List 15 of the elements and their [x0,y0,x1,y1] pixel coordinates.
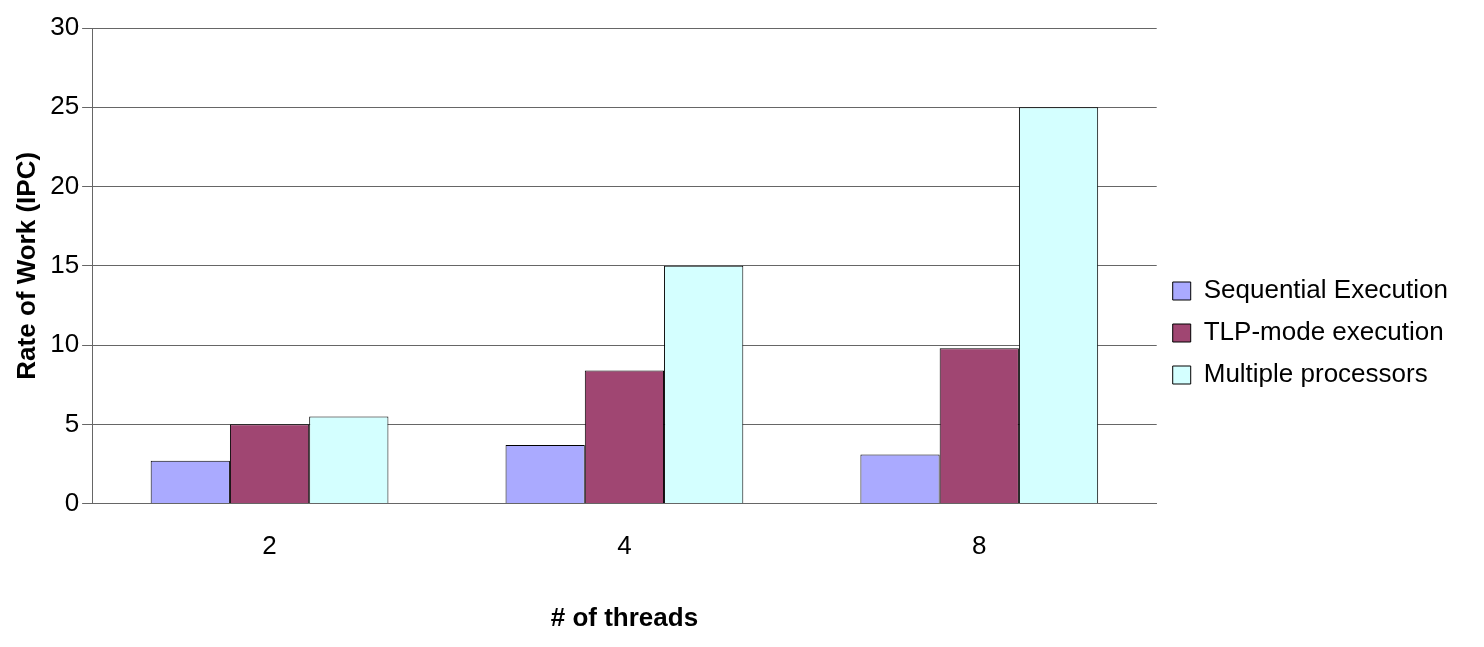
y-tick-label: 5 [64,407,80,438]
y-tick-label: 0 [64,486,80,517]
y-axis-title: Rate of Work (IPC) [10,151,41,380]
x-axis-title: # of threads [550,601,699,632]
y-tick-label: 15 [50,248,80,279]
x-tick-label: 8 [972,530,987,561]
y-tick-label: 10 [50,328,80,359]
legend-label: Sequential Execution [1203,274,1449,305]
y-tick-label: 30 [50,11,80,42]
y-tick-label: 20 [50,169,80,200]
legend-label: Multiple processors [1203,358,1428,389]
y-tick-label: 25 [50,90,80,121]
x-tick-label: 4 [617,530,632,561]
legend-label: TLP-mode execution [1203,316,1444,347]
x-tick-label: 2 [262,530,277,561]
